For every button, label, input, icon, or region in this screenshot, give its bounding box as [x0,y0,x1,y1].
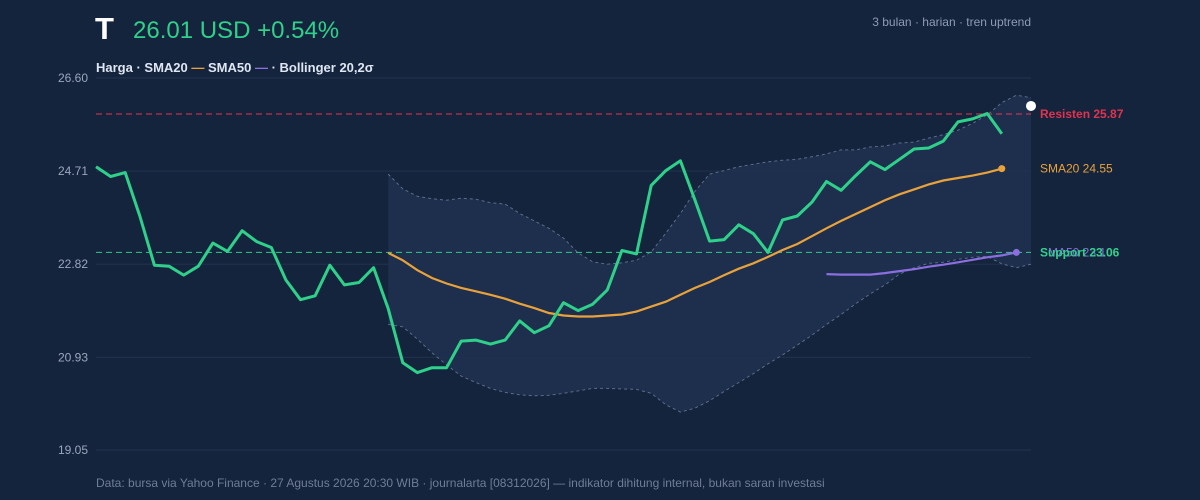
legend-sma50-swatch: — [255,60,268,75]
bollinger-band-area [388,95,1031,413]
sma20-end-label: SMA20 24.55 [1040,162,1113,176]
end-labels: Resisten 25.87 SMA20 24.55 SMA50 23.10Supp… [1040,107,1124,259]
chart-meta: 3 bulan · harian · tren uptrend [872,15,1031,29]
legend-sma20: SMA20 [144,60,191,75]
chart-legend: Harga · SMA20 — SMA50 — · Bollinger 20,2… [96,60,374,75]
sma20-end-marker [998,165,1006,173]
footer-source: Data: bursa via Yahoo Finance · 27 Agust… [96,476,825,490]
sma50-line [826,251,1017,276]
legend-sma50: SMA50 [204,60,255,75]
bollinger-lower-line [388,255,1032,413]
y-tick-label: 19.05 [58,443,88,457]
y-tick-label: 22.82 [58,257,88,271]
support-resistance-levels [96,113,1031,254]
ticker-symbol: T [95,11,114,46]
y-tick-label: 20.93 [58,350,88,364]
y-tick-label: 24.71 [58,164,88,178]
price-end-marker [1026,100,1036,111]
y-axis-ticks: 26.60 24.71 22.82 20.93 19.05 [58,71,88,457]
legend-price: Harga · [96,60,144,75]
legend-sma20-swatch: — [191,60,204,75]
sma50-end-label: SMA50 23.10 [1040,245,1113,259]
sma50-end-marker [1012,248,1020,256]
sma20-line [387,167,1003,318]
support-label: Support 23.06 [1040,245,1120,259]
series-lines [95,100,1036,375]
price-change: 26.01 USD +0.54% [133,17,339,44]
price-line [95,112,1004,375]
y-tick-label: 26.60 [58,71,88,85]
resistance-label: Resisten 25.87 [1040,107,1124,121]
bollinger-band [387,94,1032,413]
bollinger-upper-line [387,94,1032,265]
legend-bollinger: · Bollinger 20,2σ [268,60,374,75]
